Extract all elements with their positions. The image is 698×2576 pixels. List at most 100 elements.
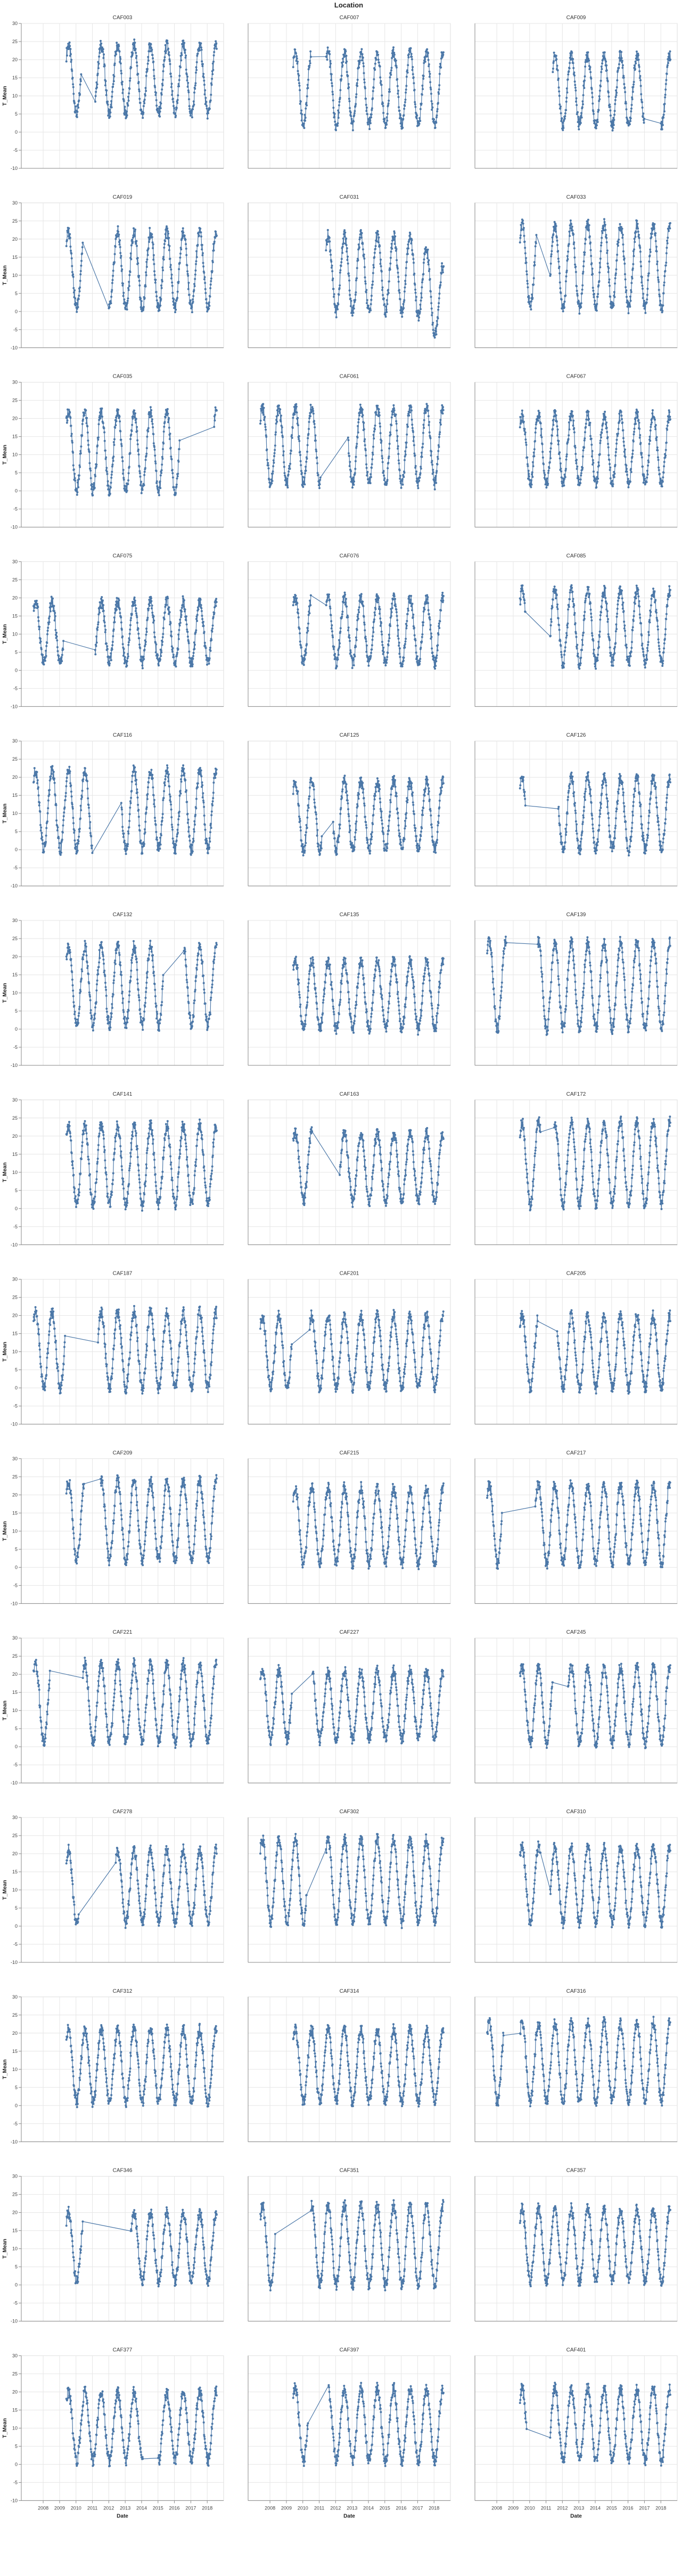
data-point	[438, 302, 440, 304]
data-point	[127, 300, 129, 302]
data-point	[659, 295, 661, 297]
data-point	[163, 426, 165, 428]
data-point	[552, 68, 554, 70]
data-point	[580, 306, 582, 308]
data-point	[590, 78, 592, 80]
data-point	[146, 617, 149, 619]
data-point	[161, 463, 163, 466]
data-point	[128, 289, 130, 291]
data-point	[154, 279, 157, 281]
data-point	[171, 285, 174, 287]
data-point	[306, 104, 308, 107]
data-point	[196, 620, 198, 622]
data-point	[163, 247, 165, 249]
data-point	[374, 612, 376, 614]
data-point	[340, 261, 342, 263]
data-point	[363, 422, 365, 424]
data-point	[380, 622, 382, 624]
y-tick-label: 20	[12, 416, 18, 421]
data-point	[404, 280, 406, 282]
data-point	[559, 266, 561, 268]
data-point	[356, 629, 358, 631]
data-point	[555, 58, 557, 60]
data-point	[325, 604, 327, 606]
data-point	[119, 420, 121, 422]
data-point	[442, 271, 444, 273]
data-point	[415, 651, 417, 654]
data-point	[566, 92, 568, 94]
data-point	[626, 470, 628, 472]
data-point	[178, 79, 180, 81]
data-point	[164, 421, 166, 423]
data-point	[519, 416, 521, 418]
data-point	[358, 418, 360, 420]
data-point	[635, 62, 637, 64]
data-point	[103, 615, 105, 617]
data-point	[171, 651, 174, 653]
data-point	[404, 459, 406, 461]
data-point	[428, 70, 430, 72]
data-point	[303, 483, 306, 485]
data-point	[424, 253, 426, 255]
data-point	[613, 113, 615, 116]
data-point	[657, 456, 659, 459]
data-point	[546, 477, 548, 479]
data-point	[194, 270, 196, 272]
data-point	[574, 80, 576, 83]
data-point	[111, 474, 113, 476]
data-point	[581, 467, 584, 469]
data-point	[405, 627, 407, 630]
data-point	[177, 94, 179, 96]
data-point	[430, 88, 432, 91]
data-point	[553, 226, 555, 228]
data-point	[347, 75, 349, 77]
data-point	[265, 436, 267, 438]
data-point	[430, 290, 432, 292]
data-point	[348, 452, 350, 454]
data-point	[592, 450, 594, 452]
data-point	[637, 231, 639, 233]
data-point	[604, 51, 606, 53]
data-point	[623, 255, 625, 257]
data-point	[215, 42, 217, 44]
data-point	[383, 475, 385, 477]
data-point	[167, 413, 169, 415]
data-point	[341, 64, 343, 67]
data-point	[121, 284, 124, 287]
data-point	[213, 419, 216, 421]
data-point	[136, 65, 138, 67]
data-point	[425, 412, 427, 414]
data-point	[588, 60, 590, 62]
data-point	[95, 463, 97, 466]
data-point	[412, 258, 414, 260]
data-point	[104, 625, 106, 627]
data-point	[167, 609, 169, 611]
data-point	[589, 71, 592, 73]
data-point	[167, 408, 169, 410]
data-point	[388, 640, 390, 642]
data-point	[178, 448, 180, 450]
data-point	[392, 48, 395, 51]
data-point	[161, 280, 163, 282]
data-point	[357, 431, 359, 434]
data-point	[171, 94, 173, 96]
data-point	[361, 232, 363, 234]
data-point	[415, 292, 417, 294]
data-point	[200, 46, 202, 48]
data-point	[299, 451, 301, 453]
data-point	[395, 605, 397, 607]
data-point	[657, 276, 659, 279]
data-point	[596, 124, 598, 126]
data-point	[397, 625, 399, 627]
data-point	[152, 243, 154, 246]
data-point	[97, 72, 99, 75]
data-point	[98, 612, 101, 614]
data-point	[650, 251, 652, 253]
data-point	[147, 247, 150, 249]
data-point	[350, 300, 352, 302]
data-point	[397, 93, 399, 95]
data-point	[58, 655, 60, 657]
data-point	[663, 284, 665, 287]
data-point	[434, 327, 437, 329]
data-point	[170, 76, 172, 78]
